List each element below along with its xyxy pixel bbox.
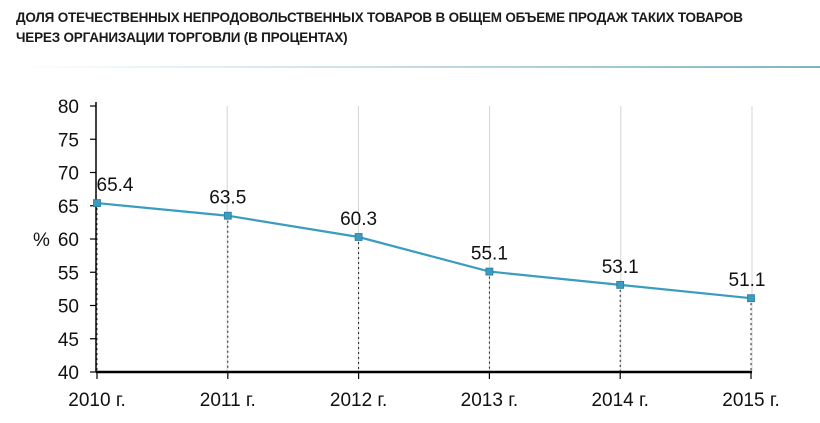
series-line bbox=[96, 201, 752, 300]
data-point bbox=[93, 199, 101, 207]
x-tick-label: 2010 г. bbox=[68, 390, 125, 411]
chart-title: ДОЛЯ ОТЕЧЕСТВЕННЫХ НЕПРОДОВОЛЬСТВЕННЫХ Т… bbox=[16, 8, 796, 48]
chart-title-line-2: ЧЕРЕЗ ОРГАНИЗАЦИИ ТОРГОВЛИ (В ПРОЦЕНТАХ) bbox=[16, 30, 348, 45]
x-tick-label: 2015 г. bbox=[722, 390, 779, 411]
data-point bbox=[485, 267, 494, 276]
x-tick-label: 2014 г. bbox=[591, 390, 648, 411]
y-tick-label: 70 bbox=[58, 164, 79, 185]
y-tick-label: 50 bbox=[58, 297, 79, 318]
y-tick-label: 60 bbox=[58, 230, 79, 251]
data-label: 60.3 bbox=[340, 209, 377, 230]
data-label: 55.1 bbox=[471, 244, 508, 265]
data-label: 65.4 bbox=[97, 175, 134, 196]
data-label: 63.5 bbox=[209, 188, 246, 209]
x-tick-label: 2012 г. bbox=[330, 390, 387, 411]
data-point bbox=[354, 233, 363, 241]
chart-title-line-1: ДОЛЯ ОТЕЧЕСТВЕННЫХ НЕПРОДОВОЛЬСТВЕННЫХ Т… bbox=[16, 10, 743, 25]
y-tick-label: 65 bbox=[58, 197, 79, 218]
labels-layer: 40 45 50 55 60 65 70 75 80% 2010 г. 2011 г. 2012 г.… bbox=[33, 97, 780, 411]
title-divider bbox=[16, 66, 820, 68]
data-point bbox=[223, 211, 232, 220]
data-label: 51.1 bbox=[729, 270, 766, 291]
series-layer bbox=[93, 199, 755, 303]
data-point bbox=[747, 294, 755, 303]
drop-lines-layer bbox=[96, 203, 752, 372]
data-point bbox=[616, 280, 625, 289]
y-tick-label: 75 bbox=[58, 130, 79, 151]
y-tick-label: 80 bbox=[58, 97, 79, 118]
x-tick-label: 2011 г. bbox=[200, 390, 256, 411]
y-tick-label: 45 bbox=[58, 330, 79, 351]
y-tick-label: 55 bbox=[58, 263, 79, 284]
y-tick-label: 40 bbox=[58, 363, 79, 384]
data-label: 53.1 bbox=[602, 257, 639, 278]
x-tick-label: 2013 г. bbox=[461, 390, 518, 411]
axis-layer bbox=[90, 102, 752, 379]
y-axis-label: % bbox=[33, 230, 50, 251]
